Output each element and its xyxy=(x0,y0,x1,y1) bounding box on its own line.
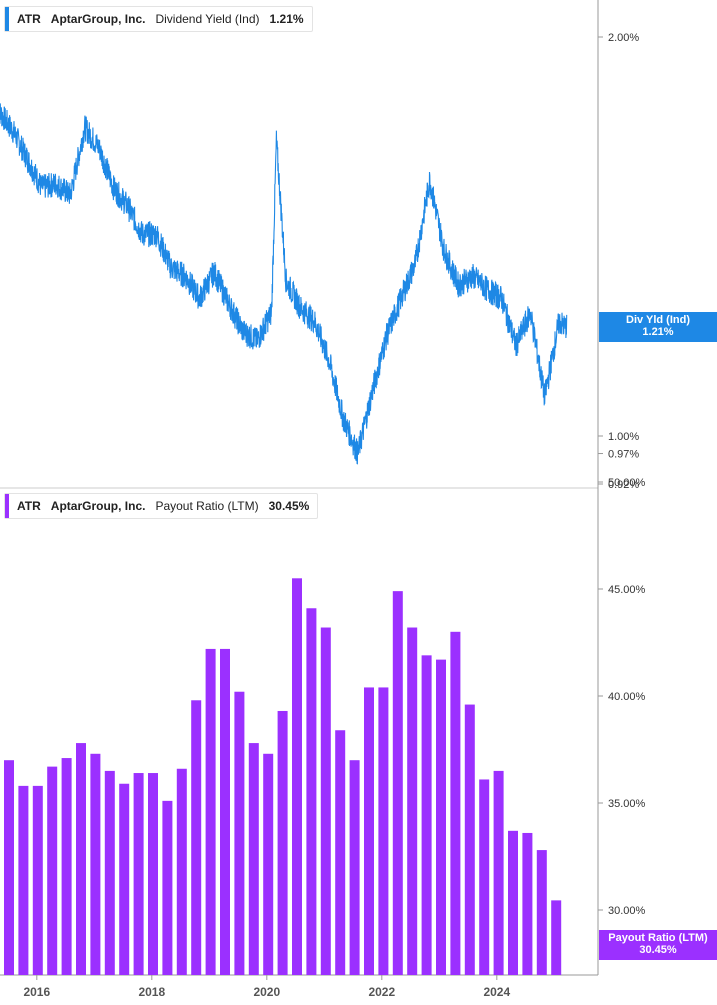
legend-ticker: ATR xyxy=(17,499,41,513)
payout-ratio-bar xyxy=(90,753,101,975)
x-axis-ticks: 2016 2018 2020 2022 2024 xyxy=(23,975,510,999)
dividend-yield-line xyxy=(0,103,568,465)
payout-ratio-bar xyxy=(263,753,274,975)
y-tick-label: 30.00% xyxy=(608,905,646,917)
payout-ratio-bar xyxy=(349,760,360,975)
tag-label: Payout Ratio (LTM) xyxy=(608,932,708,944)
payout-ratio-bar xyxy=(508,830,518,975)
y-tick-label: 2.00% xyxy=(608,32,639,44)
payout-ratio-bar xyxy=(220,648,230,975)
x-tick-label: 2020 xyxy=(253,985,280,999)
payout-ratio-bar xyxy=(148,773,158,975)
y-tick-label: 45.00% xyxy=(608,584,646,596)
payout-ratio-bar xyxy=(421,655,432,975)
tag-value: 1.21% xyxy=(642,326,674,338)
x-tick-label: 2018 xyxy=(138,985,165,999)
payout-ratio-bar xyxy=(277,710,288,975)
payout-ratio-bar xyxy=(436,659,446,975)
payout-ratio-bar xyxy=(536,850,547,975)
payout-ratio-bar xyxy=(205,648,216,975)
y-tick-label: 40.00% xyxy=(608,691,646,703)
x-tick-label: 2022 xyxy=(368,985,395,999)
x-tick-label: 2024 xyxy=(483,985,510,999)
payout-ratio-bar xyxy=(378,687,389,975)
legend-value: 30.45% xyxy=(268,499,310,513)
payout-ratio-bar xyxy=(119,783,130,975)
payout-ratio-bar xyxy=(32,785,43,975)
dividend-yield-last-value-tag: Div Yld (Ind) 1.21% xyxy=(599,312,717,342)
payout-ratio-bar xyxy=(392,591,403,975)
payout-ratio-bar xyxy=(162,800,173,975)
payout-ratio-bar xyxy=(320,627,331,975)
payout-ratio-bar xyxy=(18,785,29,975)
payout-ratio-bar xyxy=(234,691,245,975)
legend-ticker: ATR xyxy=(17,12,41,26)
y-tick-label: 50.00% xyxy=(608,477,646,489)
legend-metric: Dividend Yield (Ind) xyxy=(155,12,260,26)
payout-ratio-bar xyxy=(450,631,461,975)
y-tick-label: 1.00% xyxy=(608,431,639,443)
payout-ratio-bar xyxy=(4,760,14,975)
payout-ratio-bar xyxy=(551,900,562,975)
y-tick-label: 35.00% xyxy=(608,798,646,810)
payout-ratio-bars xyxy=(4,578,562,975)
payout-ratio-bar xyxy=(407,627,418,975)
legend-company: AptarGroup, Inc. xyxy=(50,499,146,513)
payout-ratio-bar xyxy=(47,766,58,975)
payout-ratio-bar xyxy=(76,743,86,975)
payout-ratio-last-value-tag: Payout Ratio (LTM) 30.45% xyxy=(599,930,717,960)
x-tick-label: 2016 xyxy=(23,985,50,999)
legend-company: AptarGroup, Inc. xyxy=(50,12,146,26)
payout-ratio-bar xyxy=(176,768,187,975)
payout-ratio-bar xyxy=(133,773,144,975)
payout-ratio-bar xyxy=(292,578,302,975)
payout-ratio-bar xyxy=(464,704,475,975)
payout-ratio-swatch xyxy=(5,494,9,518)
payout-ratio-y-axis: 50.00% 45.00% 40.00% 35.00% 30.00% xyxy=(598,477,646,917)
legend-metric: Payout Ratio (LTM) xyxy=(155,499,259,513)
payout-ratio-legend: ATR AptarGroup, Inc. Payout Ratio (LTM) … xyxy=(4,493,319,519)
payout-ratio-bar xyxy=(104,770,115,975)
payout-ratio-bar xyxy=(522,832,533,975)
dividend-yield-y-axis: 2.00% 1.00% 0.97% 0.92% xyxy=(598,32,639,491)
payout-ratio-bar xyxy=(493,770,504,975)
y-tick-label: 0.97% xyxy=(608,449,639,461)
y-tick-label: 0.92% xyxy=(608,479,639,491)
payout-ratio-bar xyxy=(248,743,259,975)
payout-ratio-bar xyxy=(61,758,72,975)
payout-ratio-bar xyxy=(191,700,202,975)
dividend-yield-swatch xyxy=(5,7,9,31)
legend-value: 1.21% xyxy=(269,12,304,26)
payout-ratio-bar xyxy=(364,687,374,975)
payout-ratio-bar xyxy=(479,779,490,975)
payout-ratio-bar xyxy=(335,730,346,975)
dividend-yield-legend: ATR AptarGroup, Inc. Dividend Yield (Ind… xyxy=(4,6,313,32)
tag-label: Div Yld (Ind) xyxy=(626,314,690,326)
tag-value: 30.45% xyxy=(639,944,677,956)
payout-ratio-bar xyxy=(306,608,317,975)
